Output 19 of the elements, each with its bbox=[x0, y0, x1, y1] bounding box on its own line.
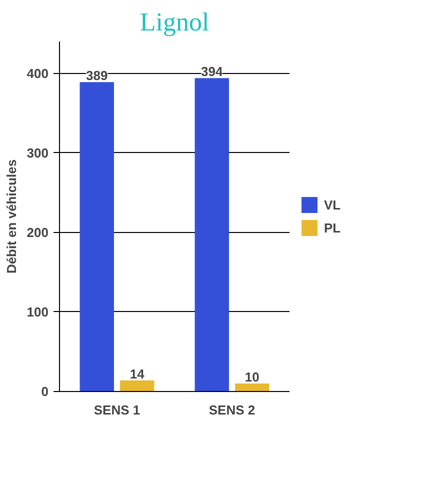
bar bbox=[80, 82, 114, 392]
y-axis-title: Débit en véhicules bbox=[4, 159, 19, 274]
legend-label: PL bbox=[324, 220, 342, 235]
y-tick-label: 400 bbox=[26, 66, 49, 81]
y-tick-label: 0 bbox=[41, 384, 49, 399]
y-tick-label: 200 bbox=[26, 224, 49, 240]
chart-title: Lignol bbox=[140, 8, 210, 36]
bar bbox=[235, 384, 270, 392]
y-tick-label: 300 bbox=[26, 145, 49, 160]
legend-label: VL bbox=[324, 197, 342, 212]
data-label: 389 bbox=[86, 68, 108, 84]
bar bbox=[120, 380, 154, 392]
x-tick-label: SENS 2 bbox=[208, 402, 256, 418]
bar bbox=[194, 78, 229, 392]
y-tick-label: 100 bbox=[26, 304, 49, 320]
data-label: 10 bbox=[244, 370, 260, 385]
x-tick-label: SENS 1 bbox=[94, 402, 140, 418]
data-label: 14 bbox=[130, 366, 146, 382]
data-label: 394 bbox=[201, 64, 224, 80]
